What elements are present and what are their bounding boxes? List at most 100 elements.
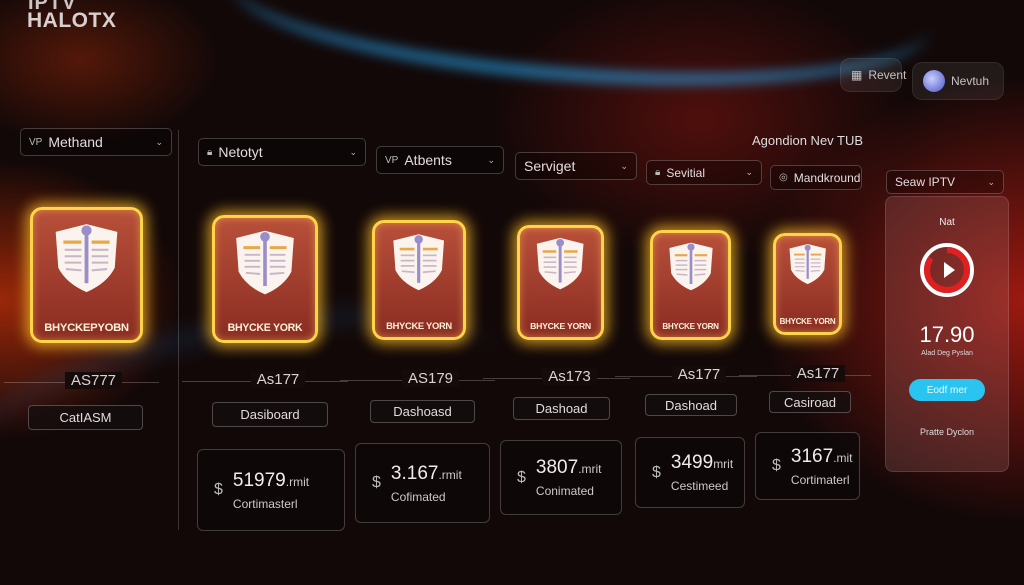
stat-card: $3807.mrit Conimated [500, 440, 622, 515]
stat-card: $3.167.rmit Cofimated [355, 443, 490, 523]
stat-text: 3499mrit Cestimeed [671, 452, 733, 493]
shield-book-icon [55, 223, 118, 292]
channel-card[interactable]: BHYCKE YORN [372, 220, 466, 340]
stat-icon: $ [772, 457, 781, 474]
headset-icon: ◎ [779, 172, 788, 183]
panel-action-button[interactable]: Eodf mer [909, 379, 985, 401]
stat-label: Cortimasterl [232, 496, 298, 511]
stat-unit: mrit [713, 457, 734, 471]
chevron-down-icon: ⌄ [487, 154, 495, 165]
chevron-down-icon: ⌄ [155, 136, 163, 147]
filter-label: Methand [48, 134, 103, 150]
filter-dropdown[interactable]: 🔒︎ Sevitial ⌄ [646, 160, 762, 185]
stat-text: 3167.mit Cortimaterl [791, 446, 853, 487]
shield-book-icon [236, 230, 294, 295]
panel-caption: Alad Deg Pyslan [921, 350, 973, 357]
stat-card: $51979.rmit Cortimasterl [197, 449, 345, 531]
channel-id: As177 [769, 365, 867, 382]
filter-dropdown[interactable]: VP Atbents ⌄ [376, 146, 504, 174]
stat-icon: $ [372, 474, 381, 491]
chevron-down-icon: ⌄ [745, 167, 753, 177]
stat-value-row: 51979.rmit [233, 470, 309, 492]
channel-card[interactable]: BHYCKE YORN [773, 233, 842, 335]
stat-unit: .rmit [438, 467, 462, 482]
stat-label: Conimated [535, 484, 594, 498]
channel-card[interactable]: BHYCKEPYOBN [30, 207, 143, 343]
dashboard-button[interactable]: Casiroad [769, 391, 851, 413]
channel-card[interactable]: BHYCKE YORN [517, 225, 604, 340]
filter-dropdown[interactable]: ◎ Mandkround [770, 165, 862, 190]
gauge-play-icon[interactable] [917, 240, 977, 300]
channel-id-text: As177 [250, 371, 306, 388]
light-streak-decor [225, 0, 935, 105]
channel-badge-label: BHYCKEPYOBN [44, 322, 129, 334]
filter-dropdown[interactable]: Serviget ⌄ [515, 152, 637, 180]
panel-title: Nat [939, 217, 955, 228]
stat-icon: $ [652, 463, 661, 481]
stat-value-row: 3.167.rmit [391, 463, 462, 485]
stat-label: Cortimaterl [790, 472, 850, 487]
dashboard-button[interactable]: Dashoad [513, 397, 610, 420]
stat-unit: .rmit [285, 474, 310, 489]
user-name: Nevtuh [951, 74, 990, 88]
channel-id-text: AS179 [401, 370, 460, 387]
stat-value: 3807 [535, 457, 579, 478]
dropdown-value: Seaw IPTV [895, 175, 956, 189]
channel-id: AS179 [370, 370, 491, 387]
stat-value: 3499 [670, 452, 714, 473]
stat-value-row: 3807.mrit [536, 457, 602, 479]
channel-id: As177 [212, 371, 344, 388]
stat-text: 3807.mrit Conimated [536, 457, 602, 498]
grid-icon: ▦ [851, 68, 863, 82]
stat-value: 3167 [790, 445, 834, 467]
user-profile-button[interactable]: Nevtuh [912, 62, 1004, 100]
section-title: Agondion Nev TUB [752, 133, 864, 148]
recent-label: Revent [868, 68, 907, 82]
filter-prefix: VP [29, 136, 43, 148]
stat-text: 3.167.rmit Cofimated [391, 463, 462, 504]
panel-footer: Pratte Dyclon [919, 427, 975, 437]
channel-badge-label: BHYCKE YORK [227, 322, 303, 334]
channel-card[interactable]: BHYCKE YORN [650, 230, 731, 340]
channel-id: As173 [513, 368, 626, 385]
stat-text: 51979.rmit Cortimasterl [233, 470, 309, 511]
stat-unit: .mit [833, 450, 853, 465]
stat-icon: $ [214, 481, 223, 498]
shield-book-icon [668, 242, 713, 291]
stat-label: Cofimated [390, 489, 446, 504]
dashboard-button[interactable]: Dashoasd [370, 400, 475, 423]
filter-dropdown[interactable]: VP Methand ⌄ [20, 128, 172, 156]
avatar [923, 70, 945, 92]
stat-value: 3.167 [390, 462, 439, 484]
stat-value-row: 3167.mit [791, 446, 853, 468]
filter-label: Atbents [404, 152, 452, 168]
app-logo: HALOTX [27, 9, 117, 32]
filter-label: Netotyt [218, 144, 263, 160]
stat-card: $3499mrit Cestimeed [635, 437, 745, 508]
channel-id: AS777 [28, 372, 159, 389]
filter-label: Serviget [524, 158, 576, 174]
shield-book-icon [789, 244, 826, 285]
chevron-down-icon: ⌄ [349, 146, 357, 157]
channel-id-text: AS777 [64, 372, 123, 389]
recent-button[interactable]: ▦ Revent [840, 58, 906, 92]
stat-label: Cestimeed [670, 479, 729, 493]
channel-id-text: As177 [790, 365, 846, 382]
filter-label: Sevitial [666, 165, 706, 180]
filter-prefix: VP [385, 154, 399, 166]
dashboard-button[interactable]: Dashoad [645, 394, 737, 416]
stat-value: 51979 [232, 469, 286, 491]
chevron-down-icon: ⌄ [620, 160, 628, 171]
stat-unit: .mrit [578, 462, 602, 476]
filter-label: Mandkround [793, 170, 861, 185]
dashboard-button[interactable]: Dasiboard [212, 402, 328, 427]
stat-value-row: 3499mrit [671, 452, 733, 474]
filter-dropdown[interactable]: 🔒︎ Netotyt ⌄ [198, 138, 366, 166]
dashboard-button[interactable]: CatIASM [28, 405, 143, 430]
channel-card[interactable]: BHYCKE YORK [212, 215, 318, 343]
channel-badge-label: BHYCKE YORN [662, 322, 719, 331]
channel-id-text: As173 [542, 368, 597, 385]
iptv-source-dropdown[interactable]: Seaw IPTV ⌄ [886, 170, 1004, 194]
stat-icon: $ [517, 468, 526, 486]
lock-icon: 🔒︎ [207, 146, 213, 158]
